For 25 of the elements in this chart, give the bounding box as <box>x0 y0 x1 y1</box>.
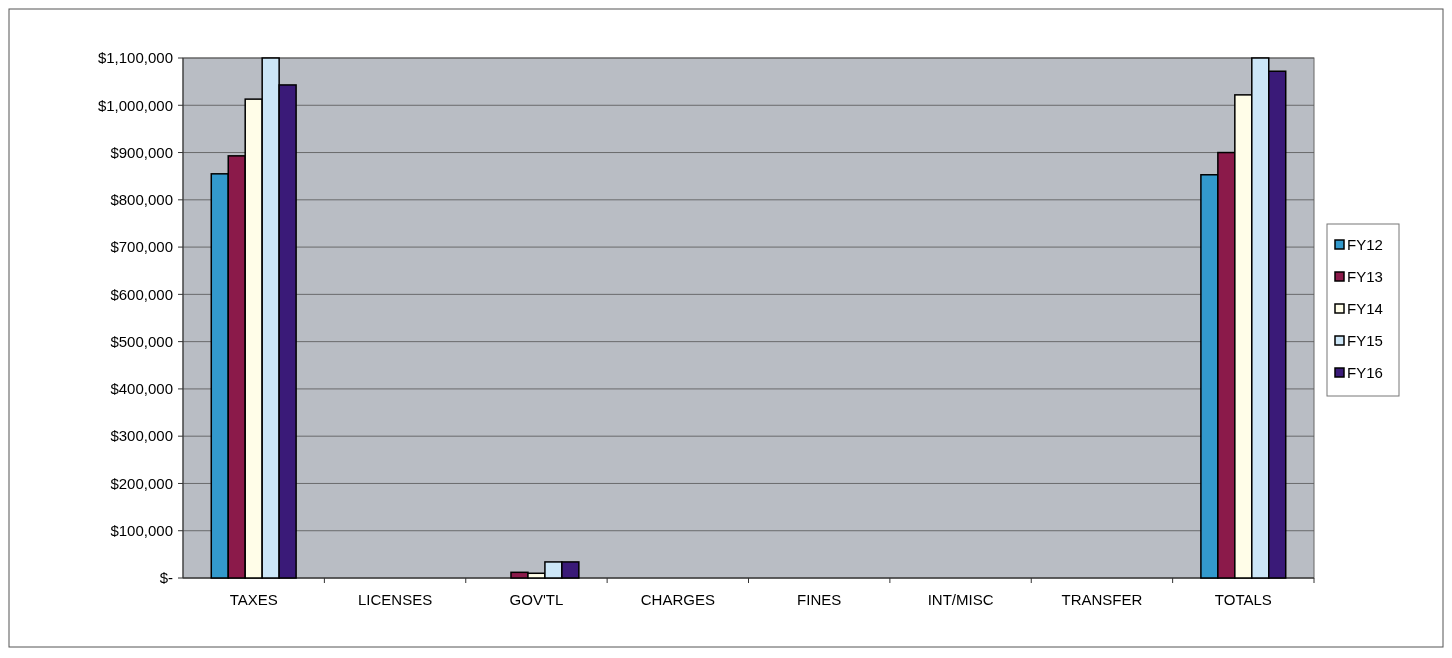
x-tick-label: INT/MISC <box>927 591 994 608</box>
y-tick-label: $900,000 <box>110 143 173 161</box>
y-tick-label: $400,000 <box>110 380 173 398</box>
y-tick-label: $100,000 <box>110 521 173 539</box>
x-tick-label: FINES <box>797 591 842 608</box>
x-tick-label: CHARGES <box>640 591 715 608</box>
legend-label: FY13 <box>1347 268 1383 286</box>
y-tick-label: $600,000 <box>110 285 173 303</box>
y-tick-label: $200,000 <box>110 474 173 492</box>
legend-label: FY12 <box>1347 236 1383 254</box>
x-tick-label: TRANSFER <box>1061 591 1143 608</box>
legend-label: FY16 <box>1347 364 1383 382</box>
legend-label: FY15 <box>1347 332 1383 350</box>
x-tick-label: TOTALS <box>1214 591 1272 608</box>
y-tick-label: $1,100,000 <box>97 49 173 67</box>
x-tick-label: GOV'TL <box>509 591 564 608</box>
x-tick-label: LICENSES <box>357 591 433 608</box>
y-tick-label: $800,000 <box>110 191 173 209</box>
legend-label: FY14 <box>1347 300 1383 318</box>
y-tick-label: $500,000 <box>110 332 173 350</box>
y-tick-label: $- <box>159 569 173 587</box>
x-tick-label: TAXES <box>229 591 278 608</box>
y-tick-label: $1,000,000 <box>97 96 173 114</box>
y-tick-label: $300,000 <box>110 427 173 445</box>
y-tick-label: $700,000 <box>110 238 173 256</box>
